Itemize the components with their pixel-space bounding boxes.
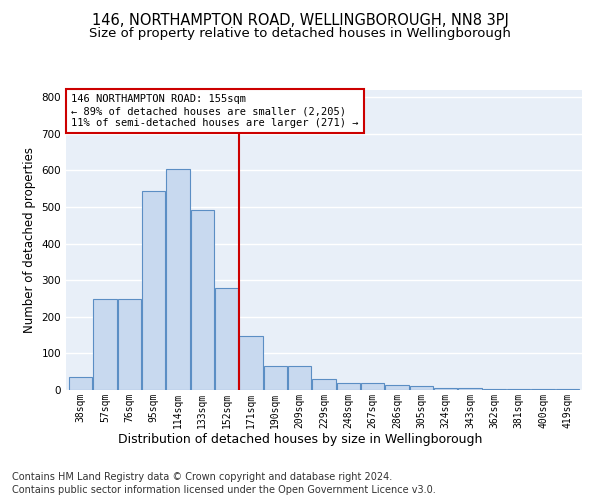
Bar xyxy=(191,210,214,390)
Bar xyxy=(458,388,482,390)
Bar xyxy=(385,384,409,390)
Bar xyxy=(410,386,433,390)
Bar xyxy=(69,377,92,390)
Bar xyxy=(337,382,360,390)
Bar xyxy=(288,366,311,390)
Bar xyxy=(507,389,530,390)
Bar xyxy=(239,336,263,390)
Bar xyxy=(166,168,190,390)
Bar xyxy=(361,382,384,390)
Text: Distribution of detached houses by size in Wellingborough: Distribution of detached houses by size … xyxy=(118,432,482,446)
Text: 146, NORTHAMPTON ROAD, WELLINGBOROUGH, NN8 3PJ: 146, NORTHAMPTON ROAD, WELLINGBOROUGH, N… xyxy=(92,12,508,28)
Bar xyxy=(118,300,141,390)
Text: 146 NORTHAMPTON ROAD: 155sqm
← 89% of detached houses are smaller (2,205)
11% of: 146 NORTHAMPTON ROAD: 155sqm ← 89% of de… xyxy=(71,94,359,128)
Bar xyxy=(313,379,335,390)
Bar xyxy=(94,300,116,390)
Bar xyxy=(142,190,165,390)
Bar xyxy=(215,288,238,390)
Bar xyxy=(434,388,457,390)
Text: Size of property relative to detached houses in Wellingborough: Size of property relative to detached ho… xyxy=(89,28,511,40)
Text: Contains public sector information licensed under the Open Government Licence v3: Contains public sector information licen… xyxy=(12,485,436,495)
Bar xyxy=(483,389,506,390)
Y-axis label: Number of detached properties: Number of detached properties xyxy=(23,147,36,333)
Text: Contains HM Land Registry data © Crown copyright and database right 2024.: Contains HM Land Registry data © Crown c… xyxy=(12,472,392,482)
Bar xyxy=(264,366,287,390)
